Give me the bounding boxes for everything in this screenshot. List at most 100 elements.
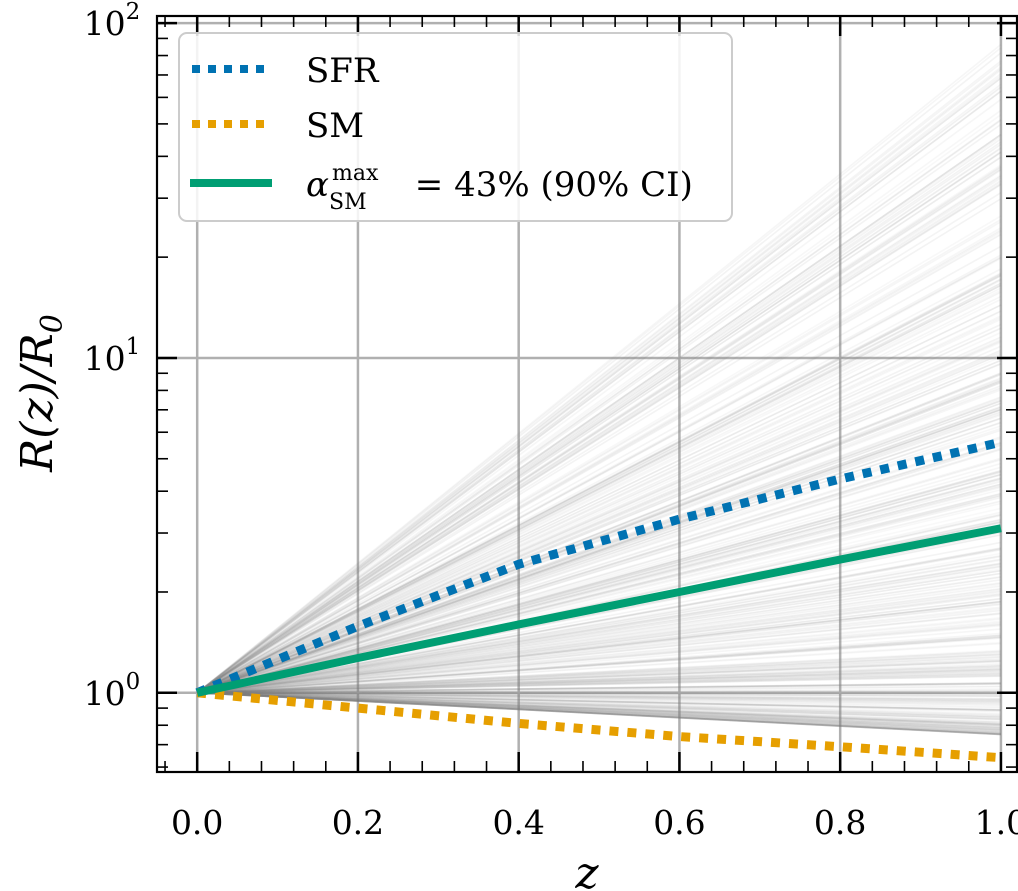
y-tick-label-base: 10 — [84, 674, 126, 713]
sample-line — [197, 670, 1001, 694]
sample-line — [197, 691, 1001, 696]
sample-line — [197, 650, 1001, 694]
sample-line — [197, 575, 1002, 694]
sample-line — [196, 86, 1002, 694]
sample-line — [196, 273, 1002, 694]
sample-line — [196, 233, 1002, 694]
sample-line — [196, 400, 1002, 694]
sample-line — [196, 274, 1002, 694]
sample-line — [197, 691, 1001, 736]
sample-line — [196, 182, 1002, 694]
sample-line — [197, 634, 1001, 694]
y-tick-label-base: 10 — [84, 4, 126, 43]
sample-line — [196, 406, 1002, 694]
sample-line — [197, 569, 1002, 694]
y-axis-label: R(z)/R0 — [12, 314, 70, 473]
sample-line — [197, 628, 1001, 694]
sample-line — [197, 669, 1001, 694]
sample-line — [197, 691, 1001, 720]
sample-line — [197, 636, 1001, 694]
sample-line — [196, 231, 1002, 694]
sample-line — [196, 402, 1002, 694]
sample-line — [197, 672, 1001, 694]
legend-alpha-sup: max — [332, 161, 379, 186]
sample-line — [196, 408, 1002, 694]
sample-line — [197, 691, 1001, 736]
sample-line — [196, 298, 1002, 694]
sample-line — [197, 691, 1001, 726]
sample-line — [197, 691, 1001, 734]
x-tick-label: 0.6 — [653, 803, 705, 842]
sample-line — [197, 603, 1002, 694]
sample-line — [197, 691, 1001, 697]
sample-line — [196, 470, 1002, 694]
sample-line — [197, 597, 1002, 694]
sample-line — [197, 691, 1001, 712]
sample-line — [197, 612, 1002, 694]
sample-line — [197, 555, 1002, 694]
sample-line — [196, 284, 1002, 694]
sample-line — [196, 304, 1002, 694]
sample-line — [196, 413, 1002, 694]
sample-line — [197, 665, 1001, 694]
sample-line — [196, 175, 1002, 694]
sample-line — [197, 653, 1001, 694]
sample-line — [197, 675, 1001, 694]
sample-line — [196, 90, 1002, 694]
sample-line — [197, 672, 1001, 694]
sample-line — [196, 480, 1002, 694]
sample-line — [197, 665, 1001, 694]
sample-line — [197, 691, 1001, 717]
sample-line — [197, 691, 1001, 736]
sample-line — [196, 462, 1002, 694]
plot-frame — [155, 14, 1018, 774]
sample-line — [197, 636, 1001, 694]
sample-line — [197, 691, 1001, 702]
sample-line — [197, 659, 1001, 694]
sample-line — [197, 691, 1001, 719]
sample-line — [197, 591, 1002, 694]
sample-line — [197, 562, 1002, 694]
sample-line — [197, 654, 1001, 694]
sample-line — [196, 478, 1002, 694]
background-samples — [196, 43, 1002, 736]
sample-line — [197, 585, 1002, 694]
sample-line — [196, 98, 1002, 694]
sample-line — [197, 566, 1002, 694]
sample-line — [196, 485, 1002, 694]
sample-line — [197, 691, 1001, 735]
sample-line — [197, 579, 1002, 694]
sample-line — [196, 256, 1002, 694]
sample-line — [197, 691, 1001, 729]
sample-line — [197, 691, 1001, 736]
sample-line — [197, 681, 1001, 694]
sample-line — [197, 691, 1001, 735]
sample-line — [196, 380, 1002, 694]
sample-line — [197, 691, 1001, 728]
sample-line — [197, 576, 1002, 694]
sample-line — [196, 273, 1002, 694]
sample-line — [197, 552, 1002, 694]
sample-line — [196, 256, 1002, 694]
sample-line — [197, 691, 1001, 734]
sample-line — [197, 691, 1001, 729]
sample-line — [197, 691, 1001, 731]
x-tick-label: 0.4 — [492, 803, 544, 842]
sample-line — [197, 691, 1001, 703]
sample-line — [197, 652, 1001, 694]
sample-line — [197, 623, 1001, 694]
x-tick-label: 0.0 — [171, 803, 223, 842]
sample-line — [196, 327, 1002, 694]
sample-line — [196, 227, 1002, 694]
sample-line — [196, 483, 1002, 694]
y-tick-label-exponent: 1 — [126, 334, 141, 360]
sample-line — [197, 687, 1001, 694]
sample-line — [196, 396, 1002, 694]
sample-line — [196, 380, 1002, 694]
x-tick-label: 1.0 — [975, 803, 1018, 842]
sample-line — [196, 133, 1002, 694]
sample-line — [197, 618, 1001, 694]
sample-line — [197, 649, 1001, 694]
sample-line — [197, 558, 1002, 694]
sample-line — [197, 691, 1001, 712]
